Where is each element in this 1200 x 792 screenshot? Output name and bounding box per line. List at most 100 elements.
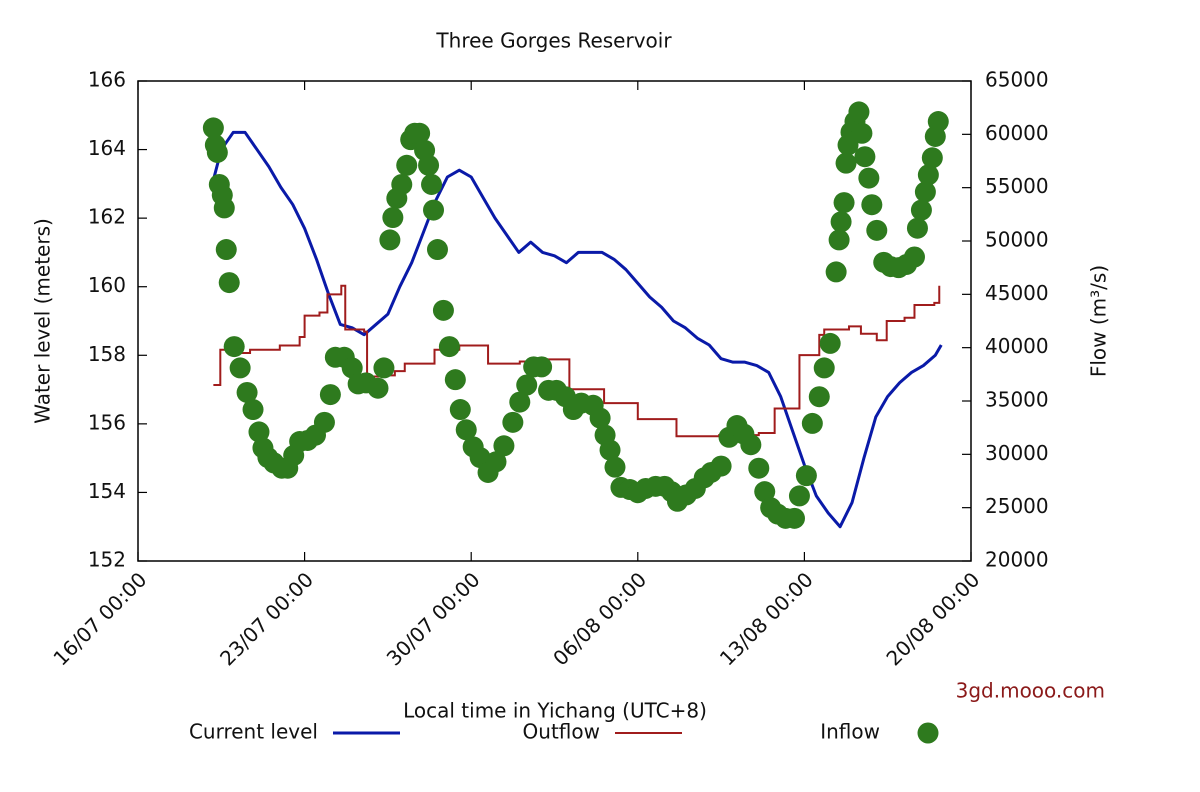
y2-tick-label: 50000 bbox=[985, 228, 1049, 252]
inflow-point bbox=[828, 229, 850, 251]
inflow-point bbox=[391, 173, 413, 195]
inflow-point bbox=[740, 434, 762, 456]
x-tick-label: 30/07 00:00 bbox=[382, 567, 485, 670]
inflow-point bbox=[795, 465, 817, 487]
inflow-point bbox=[921, 147, 943, 169]
inflow-point bbox=[215, 239, 237, 261]
inflow-point bbox=[438, 336, 460, 358]
inflow-point bbox=[396, 154, 418, 176]
inflow-point bbox=[854, 146, 876, 168]
inflow-point bbox=[808, 386, 830, 408]
y2-tick-label: 65000 bbox=[985, 68, 1049, 92]
level-line bbox=[210, 130, 943, 529]
inflow-point bbox=[213, 197, 235, 219]
inflow-point bbox=[830, 211, 852, 233]
y2-tick-label: 40000 bbox=[985, 334, 1049, 358]
inflow-point bbox=[236, 381, 258, 403]
legend-label: Inflow bbox=[820, 720, 880, 744]
inflow-point bbox=[485, 451, 507, 473]
inflow-point bbox=[906, 217, 928, 239]
legend-marker bbox=[917, 722, 939, 744]
watermark: 3gd.mooo.com bbox=[956, 679, 1105, 703]
inflow-point bbox=[710, 455, 732, 477]
legend-label: Current level bbox=[189, 720, 318, 744]
inflow-point bbox=[319, 384, 341, 406]
inflow-point bbox=[218, 272, 240, 294]
inflow-point bbox=[589, 407, 611, 429]
x-axis-label: Local time in Yichang (UTC+8) bbox=[403, 699, 707, 723]
y-tick-label: 162 bbox=[88, 205, 126, 229]
inflow-point bbox=[783, 507, 805, 529]
y2-tick-label: 35000 bbox=[985, 388, 1049, 412]
x-tick-label: 13/08 00:00 bbox=[715, 567, 818, 670]
y2-tick-label: 30000 bbox=[985, 441, 1049, 465]
inflow-point bbox=[825, 261, 847, 283]
inflow-point bbox=[444, 369, 466, 391]
y-tick-label: 156 bbox=[88, 410, 126, 434]
y-tick-label: 152 bbox=[88, 548, 126, 572]
inflow-point bbox=[801, 412, 823, 434]
inflow-point bbox=[833, 192, 855, 214]
inflow-point bbox=[848, 101, 870, 123]
plot-frame bbox=[137, 80, 972, 562]
y2-tick-label: 45000 bbox=[985, 281, 1049, 305]
inflow-point bbox=[604, 456, 626, 478]
inflow-point bbox=[813, 357, 835, 379]
inflow-point bbox=[861, 194, 883, 216]
chart-title: Three Gorges Reservoir bbox=[435, 29, 672, 53]
inflow-point bbox=[502, 411, 524, 433]
y-tick-label: 160 bbox=[88, 273, 126, 297]
inflow-point bbox=[819, 332, 841, 354]
y-axis-label: Water level (meters) bbox=[31, 218, 55, 424]
inflow-point bbox=[910, 199, 932, 221]
inflow-point bbox=[426, 239, 448, 261]
inflow-point bbox=[927, 111, 949, 133]
y-tick-label: 166 bbox=[88, 68, 126, 92]
x-tick-label: 16/07 00:00 bbox=[48, 567, 151, 670]
inflow-point bbox=[599, 439, 621, 461]
outflow-line bbox=[213, 284, 941, 438]
inflow-point bbox=[858, 167, 880, 189]
inflow-point bbox=[748, 457, 770, 479]
y-tick-label: 154 bbox=[88, 479, 126, 503]
inflow-point bbox=[449, 399, 471, 421]
inflow-point bbox=[421, 173, 443, 195]
x-tick-label: 20/08 00:00 bbox=[881, 567, 984, 670]
inflow-point bbox=[835, 152, 857, 174]
legend-label: Outflow bbox=[523, 720, 600, 744]
inflow-point bbox=[917, 164, 939, 186]
y2-tick-label: 55000 bbox=[985, 174, 1049, 198]
y2-tick-label: 20000 bbox=[985, 548, 1049, 572]
inflow-point bbox=[493, 435, 515, 457]
inflow-point bbox=[242, 399, 264, 421]
inflow-point bbox=[423, 199, 445, 221]
inflow-point bbox=[409, 122, 431, 144]
inflow-point bbox=[455, 419, 477, 441]
x-tick-label: 06/08 00:00 bbox=[548, 567, 651, 670]
y2-axis-label: Flow (m³/s) bbox=[1087, 265, 1111, 377]
inflow-point bbox=[202, 117, 224, 139]
x-tick-label: 23/07 00:00 bbox=[215, 567, 318, 670]
y-tick-label: 164 bbox=[88, 136, 126, 160]
inflow-point bbox=[367, 377, 389, 399]
inflow-point bbox=[509, 391, 531, 413]
inflow-point bbox=[866, 219, 888, 241]
inflow-point bbox=[914, 181, 936, 203]
inflow-point bbox=[341, 357, 363, 379]
inflow-point bbox=[373, 357, 395, 379]
inflow-point bbox=[229, 357, 251, 379]
inflow-point bbox=[206, 141, 228, 163]
inflow-point bbox=[223, 336, 245, 358]
inflow-point bbox=[531, 356, 553, 378]
inflow-point bbox=[313, 411, 335, 433]
y2-tick-label: 60000 bbox=[985, 121, 1049, 145]
inflow-point bbox=[903, 246, 925, 268]
inflow-point bbox=[851, 122, 873, 144]
inflow-point bbox=[432, 299, 454, 321]
inflow-point bbox=[418, 154, 440, 176]
y-tick-label: 158 bbox=[88, 342, 126, 366]
inflow-point bbox=[382, 207, 404, 229]
inflow-point bbox=[516, 374, 538, 396]
